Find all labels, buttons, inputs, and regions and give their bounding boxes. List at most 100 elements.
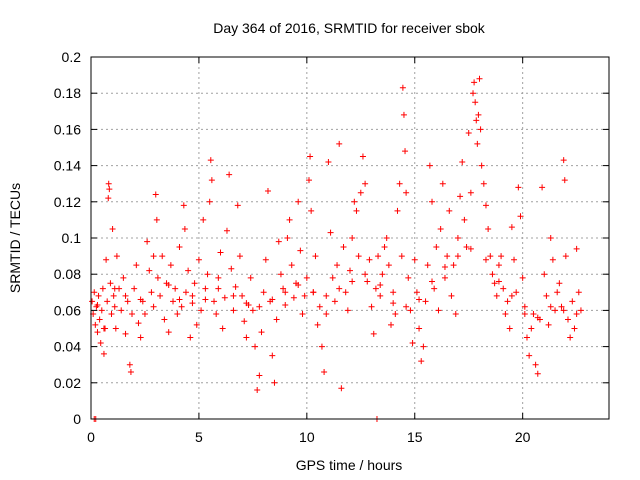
data-point <box>98 307 105 314</box>
data-point <box>504 298 511 305</box>
data-point <box>256 303 263 310</box>
data-point <box>454 253 461 260</box>
data-point <box>243 334 250 341</box>
data-point <box>454 235 461 241</box>
data-point <box>198 307 205 314</box>
data-point <box>545 321 552 328</box>
data-point <box>308 207 315 214</box>
data-point <box>489 271 496 278</box>
data-point <box>547 235 554 241</box>
data-point <box>564 316 571 323</box>
data-point <box>299 311 306 318</box>
data-point <box>113 253 120 260</box>
y-tick-label: 0.2 <box>62 49 82 65</box>
data-point <box>282 301 289 308</box>
y-tick-label: 0.08 <box>54 266 81 282</box>
chart-title: Day 364 of 2016, SRMTID for receiver sbo… <box>213 20 486 36</box>
data-point <box>482 202 489 209</box>
data-point <box>100 325 107 332</box>
data-point <box>181 225 188 232</box>
data-point <box>256 372 263 379</box>
data-points <box>89 75 584 422</box>
data-point <box>375 253 382 260</box>
data-point <box>331 298 338 305</box>
data-point <box>290 294 297 301</box>
data-point <box>381 244 388 251</box>
data-point <box>338 385 345 392</box>
data-point <box>159 253 166 260</box>
data-point <box>215 285 222 292</box>
data-point <box>526 352 533 359</box>
data-point <box>99 285 106 292</box>
y-tick-label: 0.12 <box>54 194 81 210</box>
data-point <box>154 274 161 281</box>
y-axis-label: SRMTID / TECUs <box>7 183 23 293</box>
data-point <box>472 99 479 106</box>
data-point <box>202 296 209 303</box>
data-point <box>366 256 373 263</box>
data-point <box>108 311 115 318</box>
data-point <box>575 289 582 296</box>
data-point <box>426 162 433 169</box>
data-point <box>571 325 578 332</box>
data-point <box>495 262 502 269</box>
data-point <box>226 171 233 178</box>
data-point <box>394 207 401 214</box>
data-point <box>377 282 384 289</box>
y-tick-label: 0.14 <box>54 158 81 174</box>
data-point <box>126 361 133 368</box>
data-point <box>327 229 334 236</box>
data-point <box>195 256 202 263</box>
data-point <box>97 339 104 346</box>
data-point <box>275 238 282 245</box>
data-point <box>567 334 574 341</box>
data-point <box>416 296 423 303</box>
data-point <box>310 289 317 296</box>
data-point <box>467 245 474 252</box>
data-point <box>441 263 448 270</box>
data-point <box>429 278 436 285</box>
data-point <box>558 303 565 310</box>
data-point <box>444 253 451 260</box>
x-tick-labels: 0 5 10 15 20 <box>87 429 531 445</box>
data-point <box>364 278 371 285</box>
data-point <box>269 352 276 359</box>
data-point <box>523 334 530 341</box>
data-point <box>247 274 254 281</box>
data-point <box>379 271 386 278</box>
data-point <box>549 256 556 263</box>
data-point <box>96 316 103 323</box>
y-tick-label: 0.02 <box>54 375 81 391</box>
data-point <box>556 280 563 287</box>
data-point <box>213 311 220 318</box>
data-point <box>187 334 194 341</box>
data-point <box>234 202 241 209</box>
data-point <box>94 301 101 308</box>
data-point <box>297 247 304 254</box>
data-point <box>357 189 364 196</box>
data-point <box>403 189 410 196</box>
data-point <box>437 225 444 232</box>
data-point <box>189 300 196 307</box>
data-point <box>104 298 111 305</box>
data-point <box>370 330 377 337</box>
data-point <box>511 256 518 263</box>
axis-ticks <box>90 56 609 420</box>
data-point <box>485 225 492 232</box>
data-point <box>269 296 276 303</box>
data-point <box>413 289 420 296</box>
data-point <box>377 292 384 299</box>
data-point <box>336 285 343 292</box>
data-point <box>165 329 172 336</box>
data-point <box>349 278 356 285</box>
data-point <box>441 274 448 281</box>
data-point <box>475 111 482 118</box>
data-point <box>476 75 483 82</box>
data-point <box>463 244 470 251</box>
data-point <box>450 262 457 269</box>
data-point <box>517 213 524 220</box>
data-point <box>106 186 113 193</box>
data-point <box>459 158 466 165</box>
data-point <box>477 126 484 133</box>
data-point <box>239 292 246 299</box>
